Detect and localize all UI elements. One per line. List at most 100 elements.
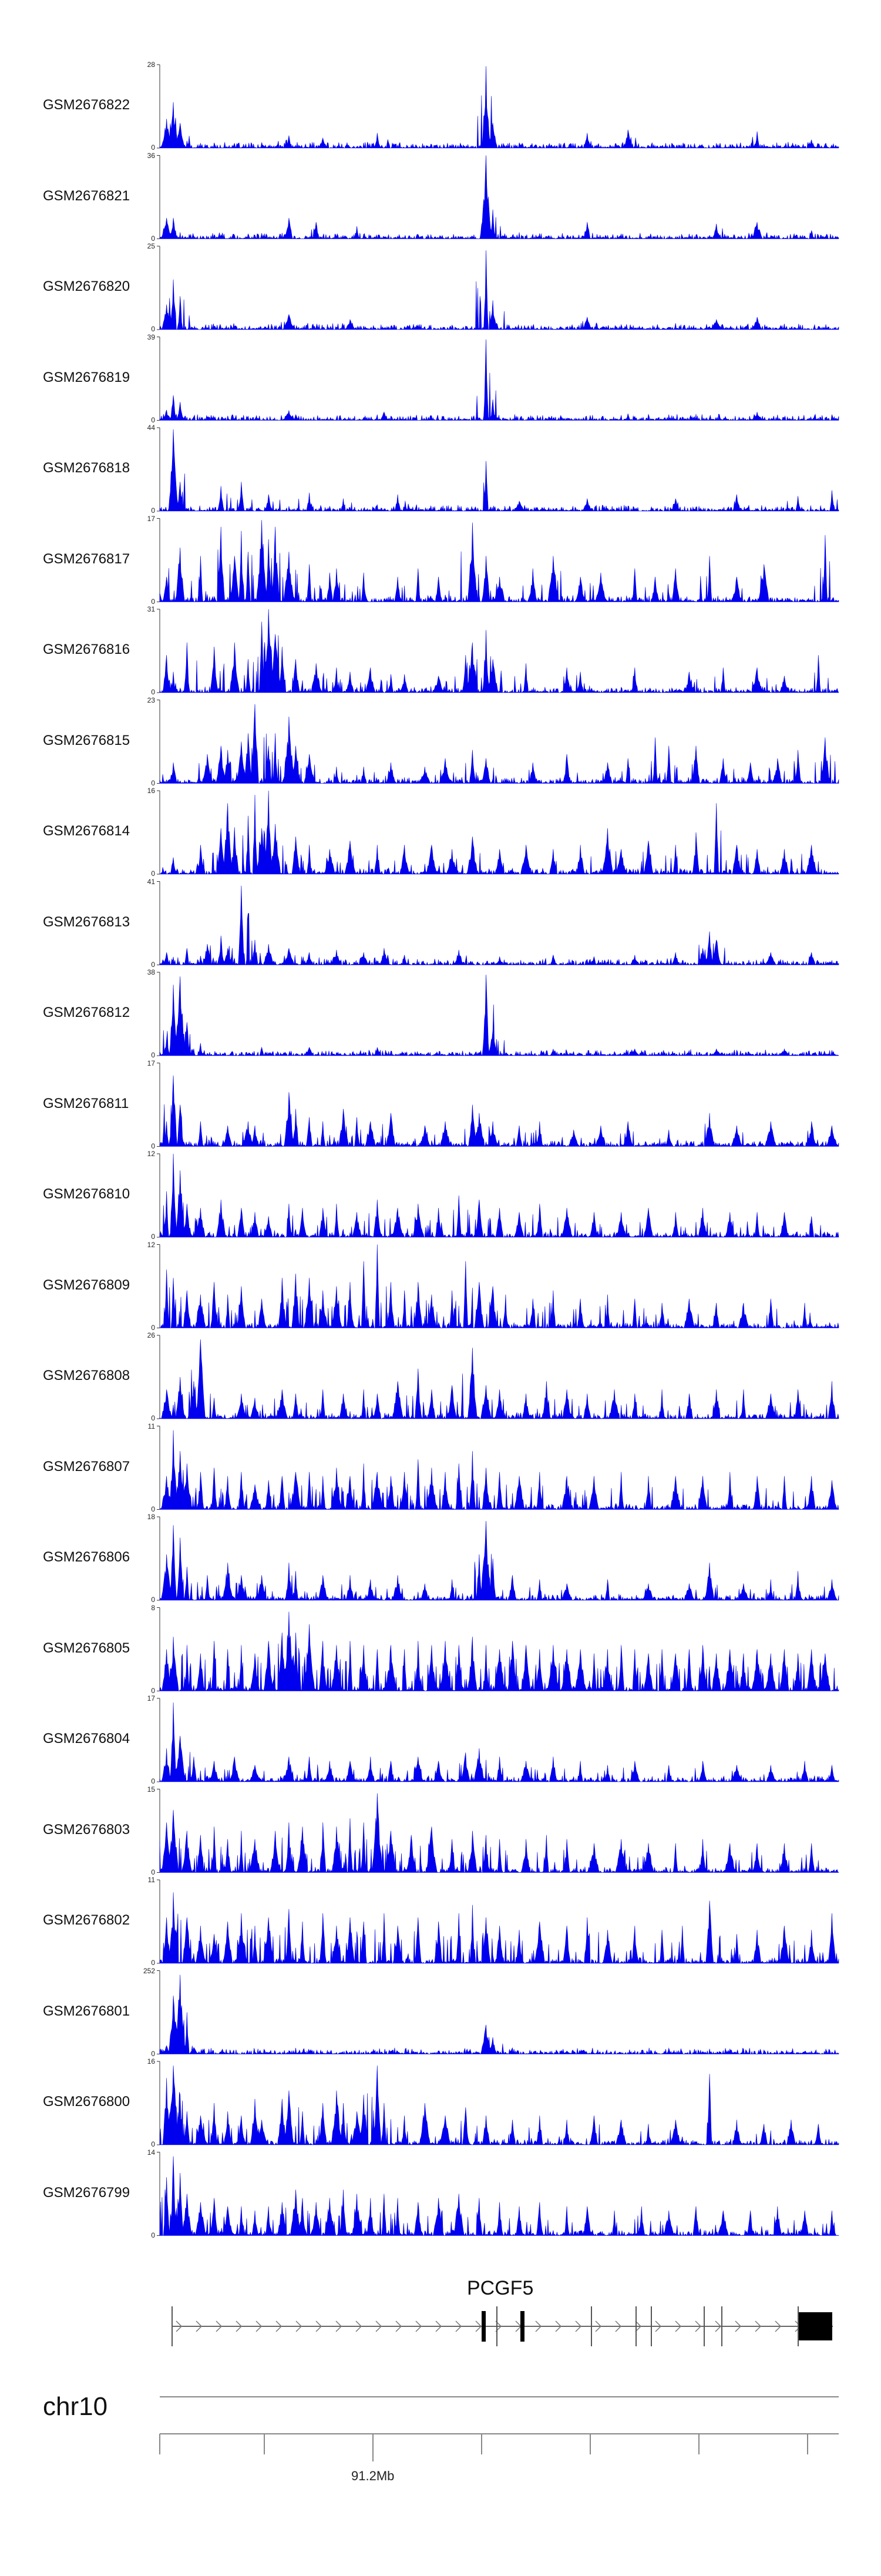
- y-max-label: 11: [147, 1422, 155, 1430]
- y-max-label: 17: [147, 1694, 155, 1702]
- strand-arrow: [635, 2320, 642, 2332]
- signal-area: [159, 1521, 839, 1601]
- y-max-label: 18: [147, 1513, 155, 1521]
- track-name-label: GSM2676805: [43, 1640, 130, 1656]
- y-max-label: 28: [147, 61, 155, 69]
- y-min-label: 0: [151, 778, 155, 787]
- strand-arrow: [176, 2320, 183, 2332]
- track-GSM2676802: [157, 1879, 839, 1964]
- y-max-label: 17: [147, 1059, 155, 1067]
- track-GSM2676801: [157, 1970, 839, 2055]
- signal-area: [159, 1793, 839, 1873]
- track-GSM2676814: [157, 790, 839, 875]
- strand-arrow: [236, 2320, 243, 2332]
- track-GSM2676821: [157, 155, 839, 240]
- exon: [482, 2311, 486, 2342]
- track-GSM2676809: [157, 1244, 839, 1329]
- track-name-label: GSM2676813: [43, 913, 130, 930]
- y-max-label: 252: [143, 1966, 155, 1975]
- exon: [496, 2306, 497, 2346]
- signal-area: [159, 609, 839, 694]
- strand-arrow: [216, 2320, 223, 2332]
- signal-area: [159, 2156, 839, 2236]
- signal-area: [159, 1702, 839, 1783]
- track-GSM2676807: [157, 1426, 839, 1510]
- y-max-label: 8: [151, 1603, 155, 1612]
- strand-arrow: [615, 2320, 622, 2332]
- track-name-label: GSM2676807: [43, 1458, 130, 1475]
- y-min-label: 0: [151, 1051, 155, 1059]
- y-min-label: 0: [151, 1414, 155, 1422]
- exon: [704, 2306, 705, 2346]
- track-GSM2676812: [157, 972, 839, 1056]
- track-name-label: GSM2676802: [43, 1912, 130, 1928]
- track-name-label: GSM2676812: [43, 1005, 130, 1020]
- y-min-label: 0: [151, 1868, 155, 1876]
- exon: [520, 2311, 524, 2342]
- strand-arrow: [675, 2320, 682, 2332]
- strand-arrow: [395, 2320, 402, 2332]
- y-max-label: 41: [147, 877, 155, 886]
- signal-area: [159, 2065, 839, 2146]
- exon: [721, 2306, 722, 2346]
- y-max-label: 15: [147, 1785, 155, 1794]
- track-name-label: GSM2676809: [43, 1277, 130, 1293]
- exon: [798, 2306, 799, 2346]
- y-min-label: 0: [151, 143, 155, 152]
- track-name-label: GSM2676806: [43, 1549, 130, 1565]
- signal-area: [159, 885, 839, 966]
- strand-arrow: [335, 2320, 342, 2332]
- y-min-label: 0: [151, 1777, 155, 1785]
- exon: [635, 2306, 637, 2346]
- signal-area: [159, 790, 839, 875]
- exon: [591, 2306, 592, 2346]
- signal-area: [159, 155, 839, 240]
- y-min-label: 0: [151, 325, 155, 333]
- y-max-label: 36: [147, 151, 155, 160]
- track-GSM2676820: [157, 246, 839, 331]
- track-name-label: GSM2676820: [43, 278, 130, 294]
- strand-arrow: [315, 2320, 322, 2332]
- signal-area: [159, 339, 839, 421]
- track-name-label: GSM2676814: [43, 823, 130, 839]
- track-name-label: GSM2676801: [43, 2003, 130, 2019]
- strand-arrow: [775, 2320, 782, 2332]
- exon-3prime-utr: [799, 2312, 832, 2340]
- signal-area: [159, 1244, 839, 1329]
- track-name-label: GSM2676815: [43, 732, 130, 748]
- y-max-label: 38: [147, 968, 155, 976]
- track-GSM2676804: [157, 1698, 839, 1783]
- y-max-label: 14: [147, 2148, 155, 2157]
- signal-area: [159, 250, 839, 331]
- strand-arrow: [555, 2320, 562, 2332]
- strand-arrow: [455, 2320, 462, 2332]
- y-min-label: 0: [151, 688, 155, 696]
- signal-area: [159, 1339, 839, 1420]
- track-GSM2676822: [157, 64, 839, 149]
- y-min-label: 0: [151, 1959, 155, 1967]
- gene-name-label: PCGF5: [467, 2277, 534, 2299]
- strand-arrow: [355, 2320, 362, 2332]
- y-max-label: 16: [147, 787, 155, 795]
- y-min-label: 0: [151, 1141, 155, 1150]
- track-GSM2676806: [157, 1516, 839, 1601]
- track-GSM2676803: [157, 1789, 839, 1873]
- y-min-label: 0: [151, 1323, 155, 1332]
- track-name-label: GSM2676810: [43, 1186, 130, 1202]
- track-GSM2676808: [157, 1335, 839, 1420]
- y-max-label: 31: [147, 605, 155, 613]
- signal-area: [159, 975, 839, 1056]
- track-GSM2676800: [157, 2061, 839, 2146]
- gene-model: [172, 2306, 833, 2346]
- track-name-label: GSM2676804: [43, 1731, 130, 1747]
- signal-area: [159, 1153, 839, 1238]
- signal-area: [159, 520, 839, 603]
- track-name-label: GSM2676819: [43, 369, 130, 385]
- signal-area: [159, 1974, 839, 2055]
- track-name-label: GSM2676816: [43, 642, 130, 657]
- signal-area: [159, 704, 839, 784]
- chromosome-label: chr10: [43, 2392, 108, 2421]
- track-name-label: GSM2676822: [43, 97, 130, 113]
- y-max-label: 26: [147, 1331, 155, 1339]
- y-max-label: 39: [147, 333, 155, 341]
